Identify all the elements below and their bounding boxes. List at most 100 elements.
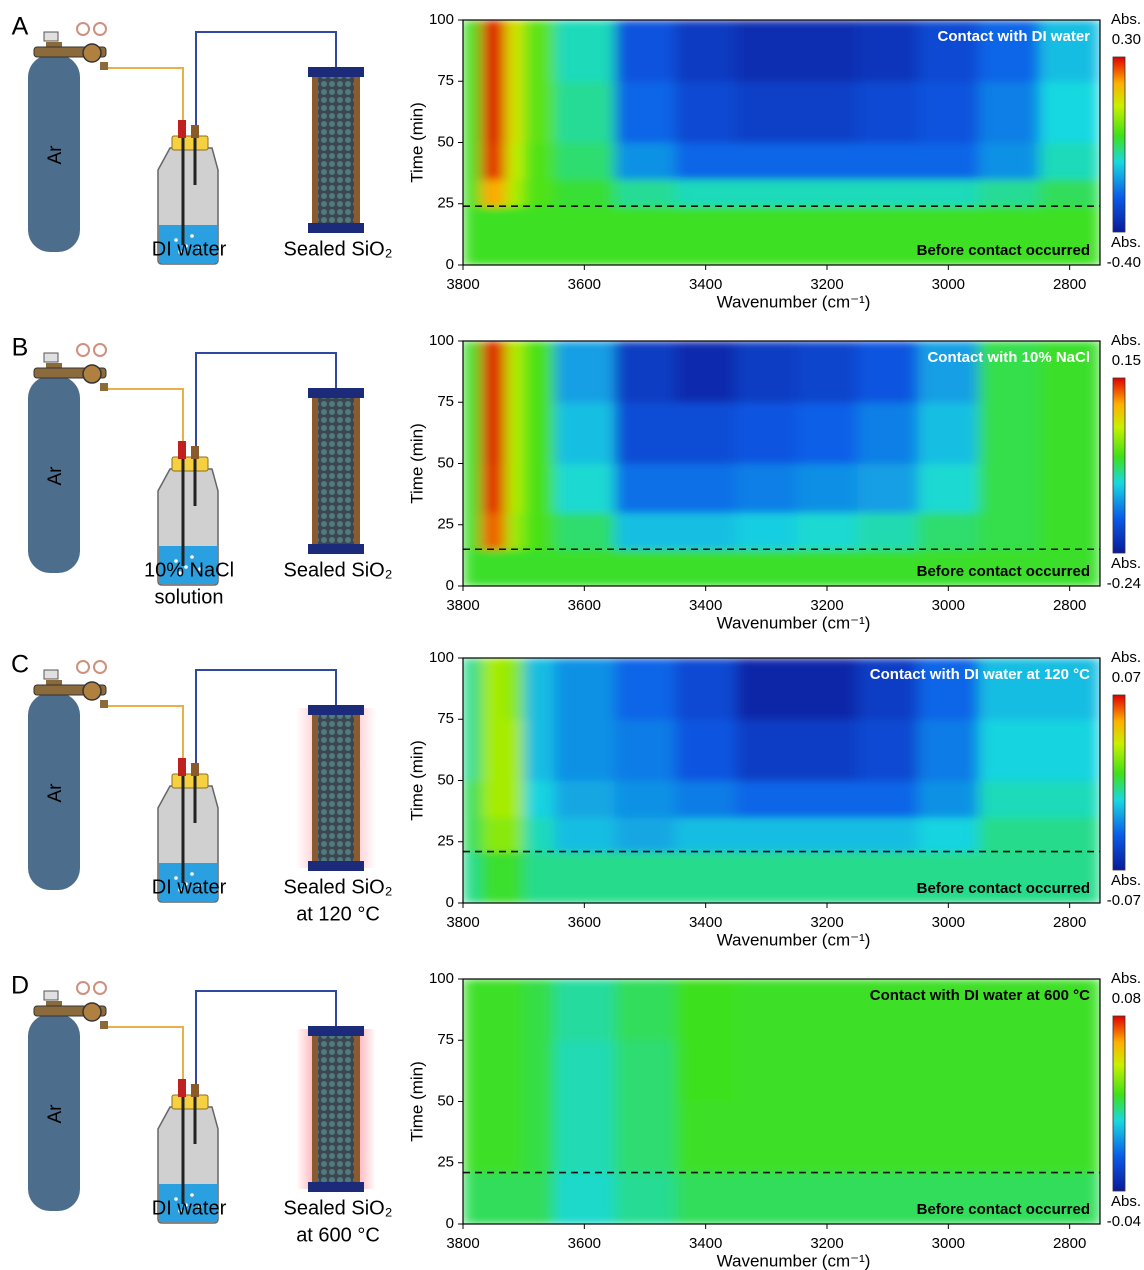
heatmap-cell — [675, 1040, 737, 1102]
heatmap-cell — [505, 402, 525, 464]
heatmap-cell — [554, 549, 616, 586]
regulator — [82, 1002, 102, 1022]
colorbar-tick-label: -0.24 — [1107, 575, 1141, 592]
regulator-arm — [100, 62, 108, 70]
x-axis-label: Wavenumber (cm⁻¹) — [717, 613, 871, 632]
gauge — [76, 22, 90, 36]
colorbar-title: Abs. — [1111, 649, 1141, 666]
heatmap-cell — [978, 20, 1040, 82]
heatmap-cell — [918, 658, 980, 720]
colorbar-title: Abs. — [1111, 1193, 1141, 1210]
heatmap-cell — [523, 512, 555, 550]
tube-gas — [108, 1026, 184, 1079]
gauge — [76, 343, 90, 357]
gauge — [76, 660, 90, 674]
heatmap-cell — [463, 20, 482, 82]
heatmap-cell — [554, 1101, 616, 1174]
bottle-cap — [171, 1094, 209, 1110]
gas-label: Ar — [45, 145, 66, 165]
schematic: B Ar 10% NaCl solution Sealed SiO₂ — [12, 334, 393, 609]
heatmap — [463, 20, 1100, 265]
water — [159, 546, 217, 584]
x-tick-label: 2800 — [1053, 1235, 1086, 1252]
heatmap-cell — [918, 463, 980, 513]
heatmap-cell — [614, 206, 676, 265]
heatmap-cell — [675, 817, 737, 853]
heatmap-cell — [463, 1172, 482, 1224]
heatmap-cell — [463, 817, 482, 853]
y-tick-label: 75 — [437, 393, 454, 410]
heatmap-cell — [978, 341, 1040, 403]
bubble — [178, 1209, 182, 1213]
y-axis-label: Time (min) — [407, 1061, 426, 1142]
valve-knob — [43, 352, 59, 363]
heatmap-cell — [505, 512, 525, 550]
y-tick-label: 75 — [437, 1031, 454, 1048]
heatmap-cell — [736, 1040, 798, 1102]
column-cap — [308, 1026, 364, 1036]
heatmap-cell — [1039, 780, 1100, 818]
bubble — [184, 882, 188, 886]
heatmap-cell — [675, 142, 737, 180]
heatmap-cell — [505, 179, 525, 207]
x-tick-label: 3000 — [932, 597, 965, 614]
x-tick-label: 3400 — [689, 1235, 722, 1252]
heatmap-cell — [505, 979, 525, 1041]
heatmap-cell — [675, 1172, 737, 1224]
outlet — [191, 125, 199, 138]
heatmap-cell — [796, 719, 858, 781]
heatmap-cell — [481, 979, 506, 1041]
heatmap-cell — [796, 851, 858, 903]
heatmap-cell — [481, 81, 506, 143]
heatmap-cell — [857, 142, 919, 180]
heatmap-cell — [523, 206, 555, 265]
heatmap-cell — [614, 658, 676, 720]
bubble — [198, 884, 202, 888]
colorbar-title: Abs. — [1111, 555, 1141, 572]
heatmap-cell — [523, 81, 555, 143]
heatmap-cell — [736, 1172, 798, 1224]
water — [159, 1184, 217, 1222]
heatmap-cell — [796, 206, 858, 265]
heatmap-cell — [614, 463, 676, 513]
heatmap-cell — [796, 780, 858, 818]
heatmap-cell — [523, 719, 555, 781]
heatmap-cell — [481, 206, 506, 265]
annotation: Contact with 10% NaCl — [927, 349, 1090, 366]
water — [159, 863, 217, 901]
heatmap-cell — [675, 549, 737, 586]
heatmap-cell — [796, 817, 858, 853]
heatmap-cell — [523, 549, 555, 586]
heatmap-cell — [505, 1172, 525, 1224]
x-tick-label: 3400 — [689, 914, 722, 931]
colorbar-title: Abs. — [1111, 11, 1141, 28]
heatmap-cell — [675, 341, 737, 403]
heatmap-cell — [463, 979, 482, 1041]
heatmap-cell — [918, 1040, 980, 1102]
column-packing — [318, 714, 354, 862]
x-axis-label: Wavenumber (cm⁻¹) — [717, 930, 871, 949]
heatmap-cell — [523, 979, 555, 1041]
outlet — [191, 1084, 199, 1097]
bubble — [178, 888, 182, 892]
x-tick-label: 3000 — [932, 914, 965, 931]
bubble — [174, 876, 178, 880]
schematic: A Ar DI water Sealed SiO₂ — [12, 13, 392, 265]
heatmap-cell — [554, 81, 616, 143]
heatmap-cell — [675, 658, 737, 720]
x-tick-label: 2800 — [1053, 597, 1086, 614]
heatmap-cell — [978, 81, 1040, 143]
heatmap-cell — [736, 179, 798, 207]
heatmap-cell — [857, 341, 919, 403]
heatmap-cell — [857, 817, 919, 853]
y-tick-label: 50 — [437, 771, 454, 788]
heatmap-cell — [857, 549, 919, 586]
annotation: Contact with DI water at 600 °C — [870, 987, 1090, 1004]
heatmap-cell — [918, 1172, 980, 1224]
colorbar-title: Abs. — [1111, 332, 1141, 349]
y-tick-label: 25 — [437, 833, 454, 850]
regulator — [82, 43, 102, 63]
heatmap-cell — [463, 658, 482, 720]
heatmap-cell — [505, 341, 525, 403]
heatmap-cell — [554, 206, 616, 265]
